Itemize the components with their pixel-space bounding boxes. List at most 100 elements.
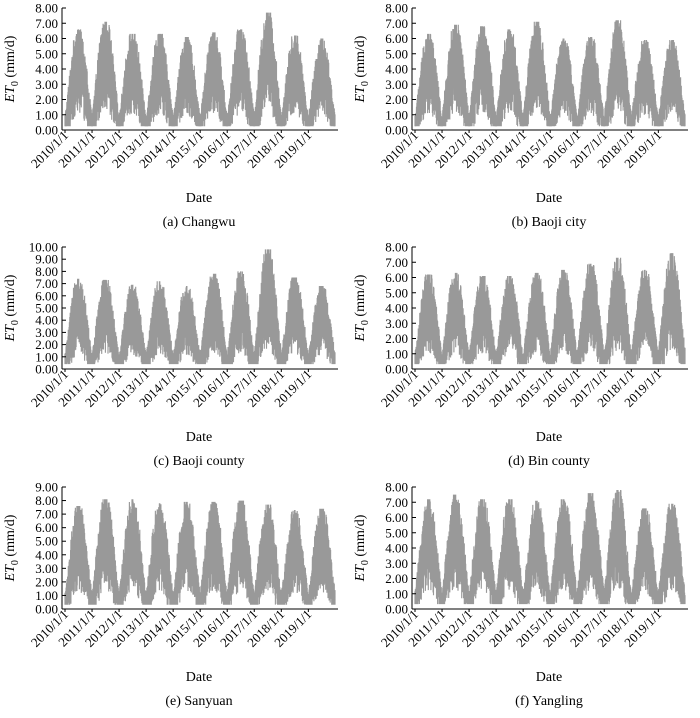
y-tick-label: 4.00 [385,301,408,316]
y-tick-label: 0.00 [385,602,408,617]
y-tick-label: 5.00 [385,285,408,300]
y-axis-label-sub: 0 [360,81,371,86]
y-tick-label: 1.00 [385,346,408,361]
y-tick-label: 7.00 [385,255,408,270]
panel-caption: (f) Yangling [515,694,583,709]
y-axis-label-unit: (mm/d) [3,274,18,320]
y-tick-label: 2.00 [35,574,58,589]
y-tick-label: 7.00 [35,507,58,522]
y-axis-label-unit: (mm/d) [353,514,368,560]
y-tick-label: 5.00 [35,301,58,316]
y-axis-label-sub: 0 [10,320,21,325]
y-tick-label: 6.00 [385,31,408,46]
y-axis-label-main: ET [353,564,368,583]
y-tick-label: 3.00 [35,561,58,576]
chart-panel-f: 0.00 1.00 2.00 3.00 4.00 5.00 6.00 7.00 8.00 2010… [350,479,700,718]
y-tick-label: 3.00 [385,556,408,571]
et0-series-line [64,249,336,365]
chart-svg: 0.001.002.003.004.005.006.007.008.002010… [353,1,688,230]
y-tick-label: 3.00 [385,77,408,92]
y-tick-label: 0.00 [385,362,408,377]
y-axis-label: ET0 (mm/d) [353,514,371,582]
panel-caption: (d) Bin county [508,454,590,469]
y-axis-label-sub: 0 [360,560,371,565]
y-tick-label: 3.00 [35,77,58,92]
et0-series-line [414,253,686,365]
y-tick-label: 8.00 [35,1,58,16]
y-tick-label: 2.00 [35,337,58,352]
et0-series-line [64,499,336,605]
panel-caption: (e) Sanyuan [165,694,232,709]
y-axis-label-main: ET [353,324,368,343]
y-tick-label: 8.00 [35,264,58,279]
y-axis-label: ET0 (mm/d) [3,514,21,582]
y-tick-label: 2.00 [35,92,58,107]
y-axis-label-unit: (mm/d) [3,35,18,81]
x-axis-label: Date [186,430,212,445]
y-axis-label-sub: 0 [10,81,21,86]
y-tick-label: 6.00 [385,270,408,285]
x-axis-label: Date [536,670,562,685]
x-axis-label: Date [186,670,212,685]
y-axis-label-main: ET [3,324,18,343]
y-tick-label: 8.00 [35,493,58,508]
y-tick-label: 1.00 [35,588,58,603]
y-tick-label: 4.00 [385,62,408,77]
y-axis-label-main: ET [3,564,18,583]
y-tick-label: 8.00 [385,480,408,495]
y-tick-label: 0.00 [35,362,58,377]
y-axis-label: ET0 (mm/d) [3,274,21,342]
y-tick-label: 6.00 [35,31,58,46]
y-tick-label: 2.00 [385,571,408,586]
chart-panel-b: 0.00 1.00 2.00 3.00 4.00 5.00 6.00 7.00 8.00 2010… [350,0,700,239]
panel-caption: (c) Baoji county [154,454,245,469]
y-tick-label: 8.00 [385,1,408,16]
y-tick-label: 4.00 [35,547,58,562]
panel-caption: (a) Changwu [163,215,236,230]
y-tick-label: 7.00 [35,276,58,291]
y-axis-label-main: ET [3,85,18,104]
y-tick-label: 7.00 [385,495,408,510]
chart-panel-d: 0.00 1.00 2.00 3.00 4.00 5.00 6.00 7.00 8.00 2010… [350,239,700,478]
y-tick-label: 4.00 [35,62,58,77]
y-tick-label: 1.00 [385,107,408,122]
y-tick-label: 7.00 [35,16,58,31]
y-tick-label: 1.00 [35,107,58,122]
y-tick-label: 7.00 [385,16,408,31]
y-tick-label: 5.00 [35,46,58,61]
y-tick-label: 1.00 [35,349,58,364]
et0-series-line [414,489,686,605]
y-tick-label: 8.00 [385,240,408,255]
y-tick-label: 6.00 [35,520,58,535]
et0-series-line [414,20,686,127]
chart-svg: 0.001.002.003.004.005.006.007.008.002010… [3,1,338,230]
y-tick-label: 10.00 [29,240,58,255]
y-tick-label: 4.00 [35,313,58,328]
y-tick-label: 5.00 [35,534,58,549]
panel-caption: (b) Baoji city [512,215,587,230]
chart-panel-a: 0.00 1.00 2.00 3.00 4.00 5.00 6.00 7.00 8.00 2010… [0,0,350,239]
y-axis-label-main: ET [353,85,368,104]
chart-svg: 0.001.002.003.004.005.006.007.008.009.00… [3,480,338,709]
y-axis-label-unit: (mm/d) [3,514,18,560]
chart-panel-c: 0.00 1.00 2.00 3.00 4.00 5.00 6.00 7.00 8.00 9.00… [0,239,350,478]
y-axis-label: ET0 (mm/d) [3,35,21,103]
y-tick-label: 6.00 [385,510,408,525]
y-axis-label-sub: 0 [10,560,21,565]
y-tick-label: 0.00 [385,123,408,138]
y-tick-label: 2.00 [385,331,408,346]
chart-svg: 0.001.002.003.004.005.006.007.008.009.00… [3,240,338,469]
y-tick-label: 5.00 [385,46,408,61]
y-axis-label-unit: (mm/d) [353,35,368,81]
y-tick-label: 0.00 [35,602,58,617]
x-axis-label: Date [536,430,562,445]
y-tick-label: 9.00 [35,252,58,267]
chart-svg: 0.001.002.003.004.005.006.007.008.002010… [353,240,688,469]
y-tick-label: 0.00 [35,123,58,138]
y-tick-label: 3.00 [35,325,58,340]
y-axis-label-sub: 0 [360,320,371,325]
y-tick-label: 6.00 [35,288,58,303]
y-axis-label-unit: (mm/d) [353,274,368,320]
y-tick-label: 5.00 [385,525,408,540]
y-tick-label: 1.00 [385,586,408,601]
